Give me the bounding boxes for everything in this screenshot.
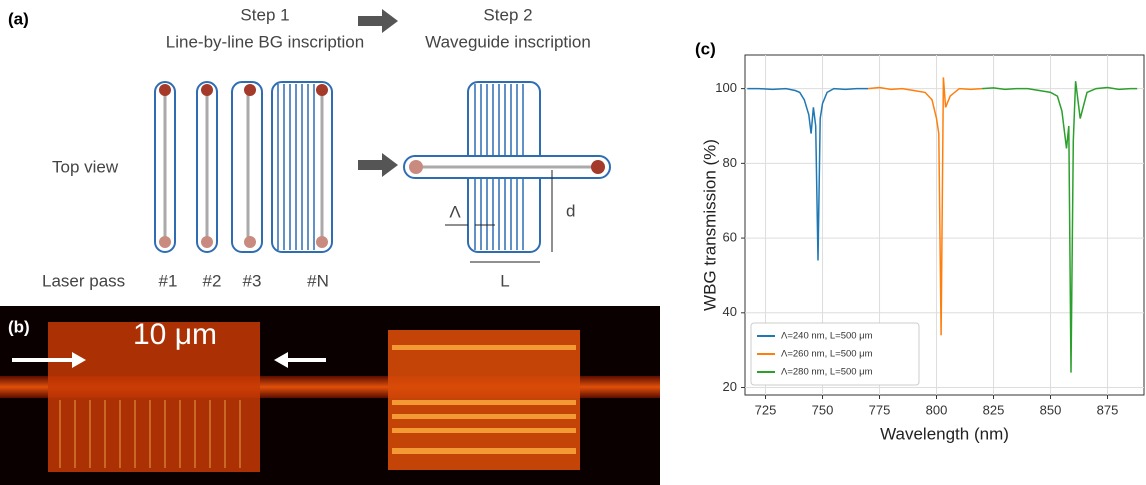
- x-tick-label: 725: [755, 402, 777, 417]
- step-desc: Line-by-line BG inscription: [166, 32, 364, 51]
- chart: 20 40 60 80 100 725 750 775 800 825 850 875 Waveleng…: [700, 54, 1145, 443]
- symbol: Λ: [449, 202, 461, 221]
- scale-bar: [72, 352, 86, 368]
- y-tick-label: 40: [723, 304, 737, 319]
- x-axis-label: Wavelength (nm): [880, 424, 1009, 443]
- pass-label: #3: [243, 271, 262, 290]
- series-line: [982, 81, 1138, 373]
- pass-label: #2: [203, 271, 222, 290]
- legend-box: [750, 322, 920, 386]
- scale-bar: [274, 352, 288, 368]
- x-tick-label: 875: [1097, 402, 1119, 417]
- symbol: L: [500, 271, 509, 290]
- row-label: Top view: [52, 157, 119, 176]
- series-line: [747, 87, 869, 261]
- scale-label: 10 μm: [133, 318, 217, 351]
- pass-lines: [154, 81, 611, 263]
- panel-label: (c): [695, 39, 716, 58]
- step-title: Step 1: [240, 5, 289, 24]
- arrow: [358, 153, 398, 177]
- y-tick-label: 100: [715, 80, 737, 95]
- x-tick-label: 750: [812, 402, 834, 417]
- y-tick-label: 20: [723, 379, 737, 394]
- y-tick-label: 60: [723, 230, 737, 245]
- x-tick-label: 850: [1040, 402, 1062, 417]
- x-tick-label: 825: [983, 402, 1005, 417]
- panel-label: (b): [8, 317, 30, 336]
- legend-label: Λ=240 nm, L=500 μm: [781, 331, 873, 342]
- x-tick-label: 775: [869, 402, 891, 417]
- grating-lines: [59, 400, 241, 468]
- arrow: [358, 9, 398, 33]
- symbol: d: [566, 201, 575, 220]
- step-desc: Waveguide inscription: [425, 32, 591, 51]
- legend-label: Λ=280 nm, L=500 μm: [781, 367, 873, 378]
- series-line: [868, 77, 983, 336]
- y-tick-label: 80: [723, 155, 737, 170]
- grating-fringes: [392, 345, 576, 454]
- panel-label: (a): [8, 9, 29, 28]
- pass-label: #N: [307, 271, 329, 290]
- y-axis-label: WBG transmission (%): [700, 139, 719, 311]
- pass-label: #1: [159, 271, 178, 290]
- legend-label: Λ=260 nm, L=500 μm: [781, 349, 873, 360]
- step-title: Step 2: [483, 5, 532, 24]
- row-label: Laser pass: [42, 271, 125, 290]
- x-tick-label: 800: [926, 402, 948, 417]
